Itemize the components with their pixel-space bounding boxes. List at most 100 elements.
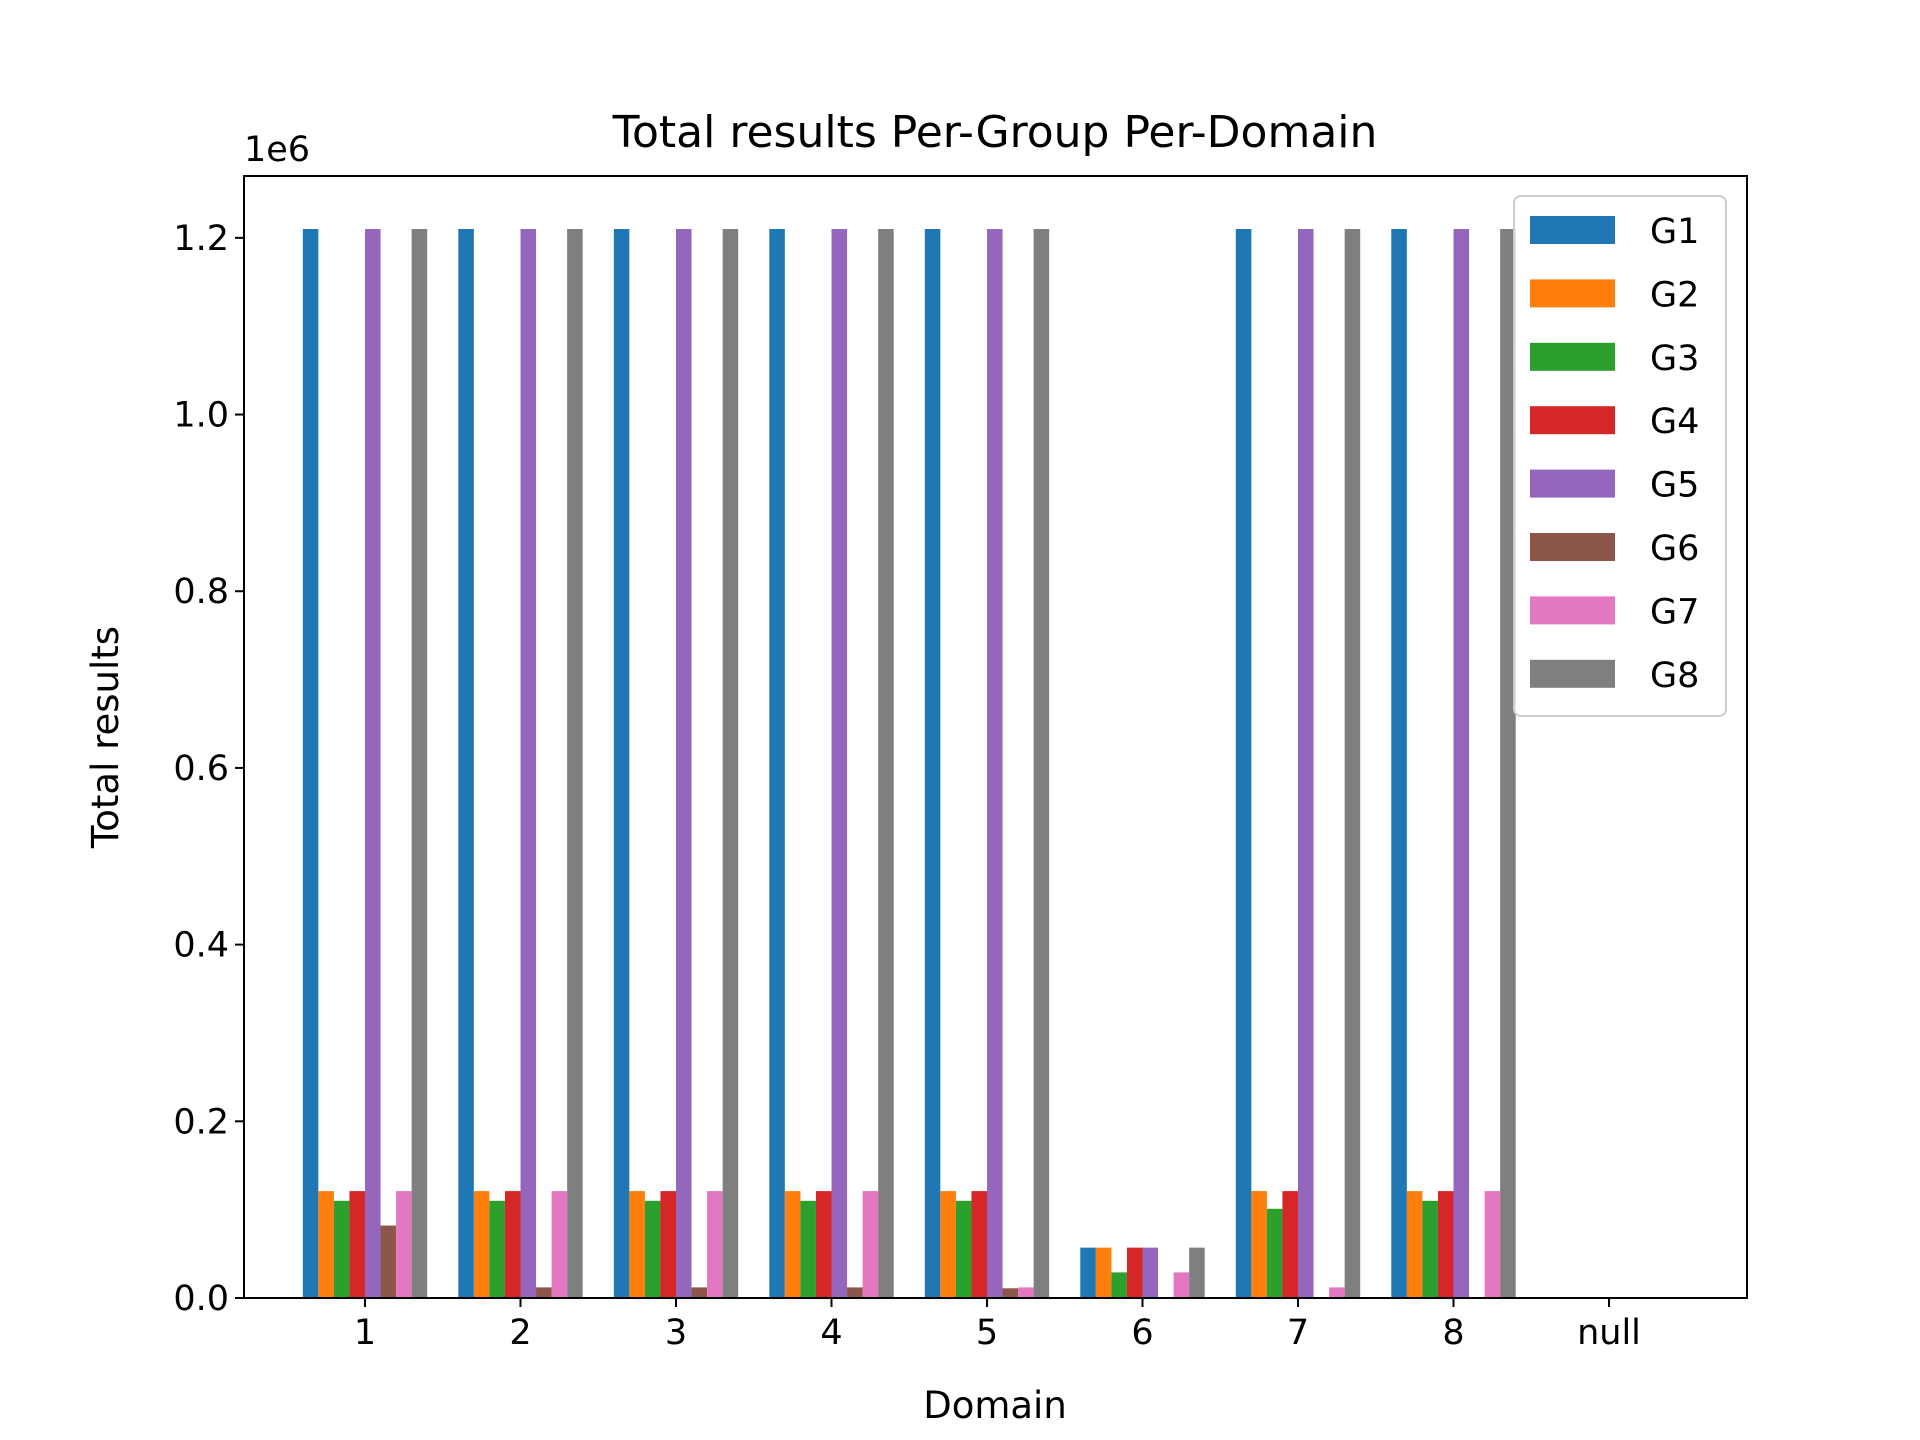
x-tick-label: null <box>1577 1313 1641 1353</box>
legend-label-g8: G8 <box>1650 656 1699 696</box>
bar-g8-domain-8 <box>1500 229 1516 1298</box>
bar-g4-domain-7 <box>1282 1191 1298 1298</box>
bar-g5-domain-5 <box>987 229 1003 1298</box>
bar-g5-domain-2 <box>520 229 537 1298</box>
x-tick-label: 8 <box>1442 1313 1464 1353</box>
bar-g4-domain-4 <box>815 1191 832 1298</box>
bar-g1-domain-5 <box>924 229 941 1298</box>
bar-g8-domain-6 <box>1189 1247 1205 1298</box>
legend-swatch-g4 <box>1530 406 1615 435</box>
bar-g3-domain-3 <box>644 1200 661 1298</box>
bar-g3-domain-8 <box>1422 1200 1438 1298</box>
bar-g8-domain-7 <box>1344 229 1361 1298</box>
bar-g7-domain-3 <box>707 1191 723 1298</box>
y-offset-label: 1e6 <box>244 130 310 170</box>
bar-g4-domain-2 <box>504 1191 521 1298</box>
x-tick-label: 2 <box>509 1313 531 1353</box>
bar-g8-domain-5 <box>1033 229 1050 1298</box>
chart-title: Total results Per-Group Per-Domain <box>612 107 1378 158</box>
legend-swatch-g1 <box>1530 216 1615 244</box>
bar-g3-domain-7 <box>1266 1208 1283 1298</box>
y-tick-label: 0.4 <box>173 926 229 966</box>
bar-g2-domain-8 <box>1406 1191 1423 1298</box>
bar-g6-domain-3 <box>691 1287 708 1298</box>
legend-swatch-g2 <box>1530 279 1615 308</box>
bar-g1-domain-1 <box>302 229 319 1298</box>
bar-g3-domain-4 <box>800 1200 816 1298</box>
bar-g6-domain-1 <box>380 1225 397 1298</box>
bar-g1-domain-6 <box>1080 1247 1096 1298</box>
bar-g2-domain-2 <box>473 1191 490 1298</box>
y-tick-label: 1.2 <box>173 219 229 259</box>
bar-g6-domain-5 <box>1002 1288 1019 1298</box>
y-tick-label: 0.6 <box>173 749 229 789</box>
legend-label-g6: G6 <box>1650 529 1699 569</box>
y-tick-label: 0.2 <box>173 1102 229 1142</box>
bar-g5-domain-8 <box>1453 229 1470 1298</box>
bar-g6-domain-2 <box>536 1287 552 1298</box>
bar-g7-domain-7 <box>1329 1287 1345 1298</box>
legend-swatch-g7 <box>1530 596 1615 625</box>
bar-g1-domain-4 <box>769 229 785 1298</box>
bar-g3-domain-5 <box>955 1200 972 1298</box>
x-tick-label: 4 <box>820 1313 842 1353</box>
legend-label-g5: G5 <box>1650 466 1699 506</box>
bar-g7-domain-5 <box>1018 1287 1034 1298</box>
legend-label-g2: G2 <box>1650 275 1699 315</box>
x-axis-label: Domain <box>923 1384 1067 1427</box>
legend-swatch-g3 <box>1530 342 1615 371</box>
bar-g2-domain-7 <box>1251 1191 1267 1298</box>
bar-g4-domain-3 <box>660 1191 676 1298</box>
bar-g5-domain-4 <box>831 229 848 1298</box>
bar-g3-domain-2 <box>489 1200 505 1298</box>
bar-g2-domain-4 <box>784 1191 801 1298</box>
bar-g2-domain-1 <box>318 1191 334 1298</box>
bar-g4-domain-1 <box>349 1191 365 1298</box>
x-axis-ticks: 1 2 3 4 5 6 7 8 null <box>354 1298 1641 1353</box>
bar-g1-domain-2 <box>458 229 474 1298</box>
legend-swatch-g8 <box>1530 659 1615 688</box>
y-axis-ticks: 0.0 0.2 0.4 0.6 0.8 1.0 1.2 <box>173 219 244 1319</box>
bar-g3-domain-1 <box>333 1200 350 1298</box>
legend-swatch-g6 <box>1530 533 1615 561</box>
bar-g5-domain-7 <box>1298 229 1314 1298</box>
bar-g5-domain-1 <box>365 229 381 1298</box>
legend-swatch-g5 <box>1530 469 1615 498</box>
bar-g7-domain-8 <box>1484 1191 1501 1298</box>
bars <box>302 229 1516 1298</box>
legend-items: G1 G2 G3 G4 G5 G6 G7 G8 <box>1530 212 1699 696</box>
bar-g7-domain-1 <box>396 1191 412 1298</box>
bar-g7-domain-2 <box>551 1191 568 1298</box>
bar-g1-domain-8 <box>1391 229 1407 1298</box>
x-tick-label: 1 <box>354 1313 376 1353</box>
bar-g6-domain-4 <box>847 1287 863 1298</box>
bar-g2-domain-3 <box>629 1191 645 1298</box>
y-axis-label: Total results <box>84 626 127 849</box>
legend-frame <box>1513 195 1727 717</box>
bar-g8-domain-4 <box>878 229 894 1298</box>
bar-g1-domain-3 <box>613 229 630 1298</box>
bar-g8-domain-3 <box>722 229 739 1298</box>
legend-label-g4: G4 <box>1650 402 1699 442</box>
y-tick-label: 0.0 <box>173 1279 229 1319</box>
legend-label-g7: G7 <box>1650 592 1699 632</box>
legend: G1 G2 G3 G4 G5 G6 G7 G8 <box>1513 195 1727 717</box>
bar-g8-domain-2 <box>567 229 583 1298</box>
x-tick-label: 6 <box>1131 1313 1153 1353</box>
bar-g8-domain-1 <box>411 229 428 1298</box>
legend-label-g3: G3 <box>1650 339 1699 379</box>
bar-g7-domain-4 <box>862 1191 879 1298</box>
bar-g4-domain-8 <box>1437 1191 1454 1298</box>
bar-g2-domain-6 <box>1095 1247 1112 1298</box>
bar-g2-domain-5 <box>940 1191 956 1298</box>
legend-label-g1: G1 <box>1650 212 1699 252</box>
bar-g7-domain-6 <box>1173 1272 1190 1298</box>
y-tick-label: 0.8 <box>173 572 229 612</box>
bar-g5-domain-6 <box>1142 1247 1159 1298</box>
x-tick-label: 3 <box>665 1313 687 1353</box>
plot-frame <box>243 175 1748 1299</box>
bar-g5-domain-3 <box>676 229 692 1298</box>
bar-g3-domain-6 <box>1111 1272 1127 1298</box>
bar-g4-domain-5 <box>971 1191 987 1298</box>
